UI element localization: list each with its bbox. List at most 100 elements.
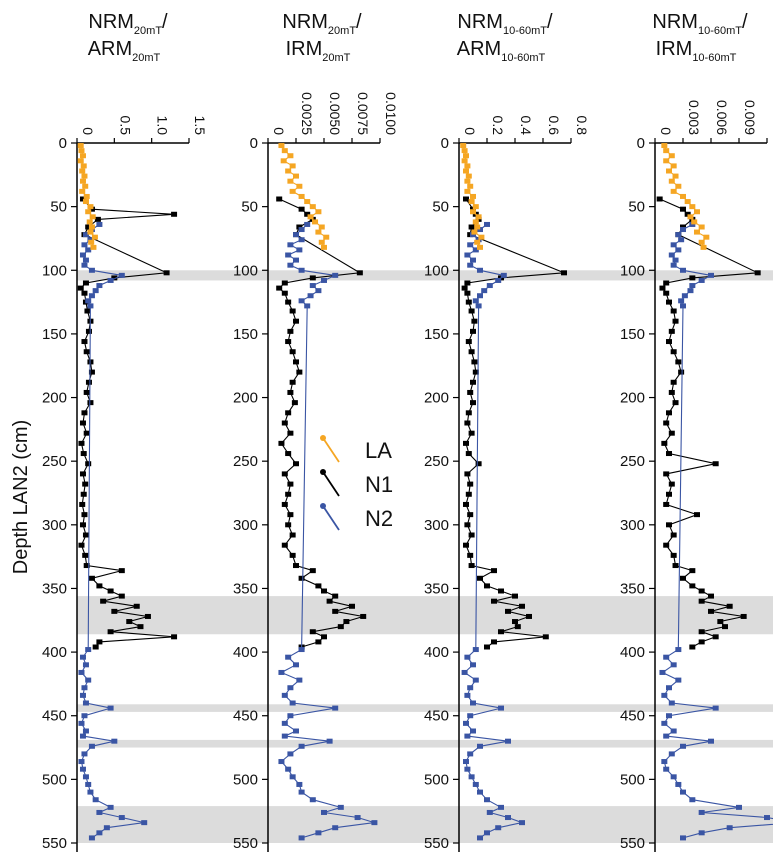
- x-tick-label: 0.8: [574, 116, 590, 136]
- data-point-N2: [764, 815, 770, 821]
- data-point-N2: [287, 685, 294, 691]
- data-point-LA: [461, 148, 468, 154]
- data-point-LA: [321, 244, 327, 250]
- data-point-LA: [89, 214, 96, 220]
- data-point-N1: [83, 430, 90, 436]
- data-point-N1: [96, 639, 103, 645]
- data-point-N2: [726, 825, 733, 831]
- panel-3: NRM10-60mT/ARM10-60mT 0 0.2 0.4 0.6 0.8 0 50 100…: [424, 11, 590, 852]
- data-point-N2: [111, 738, 118, 744]
- data-point-N1: [461, 285, 468, 291]
- data-point-N1: [698, 598, 705, 604]
- data-point-N2: [670, 774, 677, 780]
- panel-title-denominator: ARM20mT: [88, 38, 161, 64]
- data-point-N2: [298, 835, 305, 841]
- legend-marker: [320, 469, 326, 475]
- data-point-N2: [680, 267, 686, 273]
- data-point-N2: [678, 237, 685, 243]
- data-point-LA: [668, 178, 675, 184]
- data-point-LA: [289, 188, 296, 194]
- data-point-N1: [498, 629, 504, 635]
- data-point-N1: [666, 451, 672, 457]
- data-point-N1: [111, 608, 118, 614]
- data-point-N1: [285, 522, 292, 528]
- data-point-LA: [280, 158, 287, 164]
- data-point-N1: [684, 211, 691, 217]
- data-point-LA: [691, 219, 698, 225]
- y-tick-label: 100: [620, 262, 645, 279]
- data-point-N1: [80, 451, 87, 457]
- data-point-N1: [293, 318, 299, 324]
- data-point-LA: [668, 153, 675, 159]
- data-point-N2: [87, 237, 94, 243]
- data-point-N1: [82, 552, 89, 558]
- data-point-N2: [281, 733, 288, 739]
- data-point-N1: [464, 420, 471, 426]
- data-point-N2: [96, 221, 103, 227]
- data-point-N2: [464, 654, 471, 660]
- data-point-N1: [689, 275, 696, 281]
- data-point-LA: [82, 183, 89, 189]
- data-point-N1: [668, 328, 675, 334]
- data-point-LA: [87, 229, 94, 235]
- data-point-N2: [680, 743, 686, 749]
- data-point-N2: [477, 743, 483, 749]
- y-tick-label: 250: [620, 453, 645, 470]
- y-tick-label: 150: [233, 326, 258, 343]
- data-point-N2: [285, 766, 292, 772]
- data-point-N1: [79, 420, 86, 426]
- y-tick-label: 300: [42, 517, 67, 534]
- data-point-LA: [461, 158, 468, 164]
- y-tick-label: 150: [424, 326, 449, 343]
- data-point-N2: [78, 720, 85, 726]
- data-point-N1: [287, 328, 294, 334]
- data-point-LA: [470, 209, 476, 215]
- data-point-LA: [88, 224, 95, 230]
- shaded-interval-1: [77, 596, 773, 635]
- x-tick-label: 1.5: [192, 116, 208, 136]
- data-point-N2: [678, 298, 685, 304]
- data-point-LA: [661, 143, 668, 149]
- data-point-N2: [309, 797, 316, 803]
- data-point-N2: [661, 759, 668, 765]
- data-point-N2: [337, 804, 344, 810]
- data-point-N1: [467, 481, 474, 487]
- data-point-LA: [80, 163, 87, 169]
- data-point-LA: [472, 219, 479, 225]
- data-point-N2: [498, 804, 504, 810]
- data-point-LA: [287, 178, 294, 184]
- data-point-N1: [321, 588, 327, 594]
- data-point-N2: [712, 705, 719, 711]
- data-point-N2: [464, 252, 471, 258]
- data-point-N1: [505, 608, 511, 614]
- data-point-N1: [332, 593, 339, 599]
- data-point-N1: [276, 196, 283, 202]
- y-tick-label: 550: [233, 835, 258, 852]
- data-point-N1: [79, 196, 86, 202]
- data-point-N2: [681, 293, 688, 299]
- data-point-N1: [722, 624, 728, 630]
- data-point-N1: [475, 461, 482, 467]
- series-N2: [659, 221, 773, 841]
- y-tick-label: 200: [42, 390, 67, 407]
- x-tick-label: 0.0025: [299, 92, 315, 135]
- data-point-N1: [88, 369, 95, 375]
- data-point-N2: [675, 232, 682, 238]
- data-point-N2: [670, 262, 677, 268]
- data-point-N1: [514, 624, 521, 630]
- data-point-N2: [477, 267, 483, 273]
- data-point-N1: [285, 410, 292, 416]
- data-point-N1: [668, 430, 675, 436]
- data-point-N2: [278, 759, 285, 765]
- data-point-N1: [670, 349, 677, 355]
- data-point-N2: [472, 781, 479, 787]
- data-point-N2: [81, 262, 88, 268]
- y-tick-label: 350: [233, 580, 258, 597]
- data-point-N1: [118, 593, 125, 599]
- data-point-N1: [100, 598, 107, 604]
- data-point-N1: [296, 369, 303, 375]
- data-point-LA: [86, 219, 93, 225]
- data-point-N1: [85, 379, 92, 385]
- y-tick-label: 300: [620, 517, 645, 534]
